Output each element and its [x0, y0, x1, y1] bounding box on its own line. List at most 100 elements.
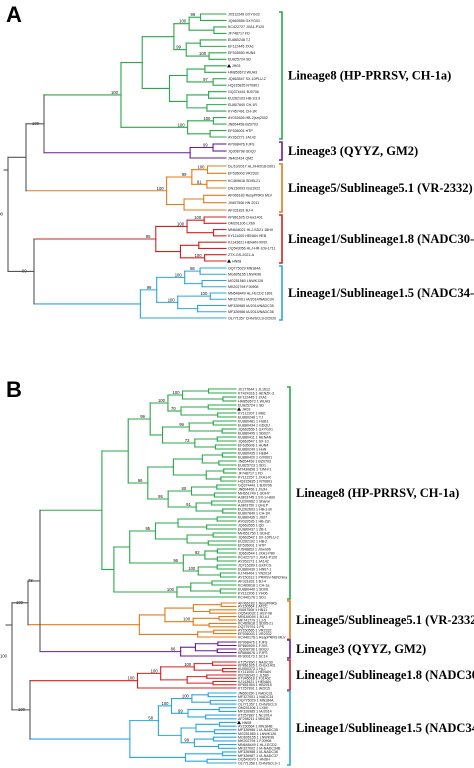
- bootstrap-label: 99: [191, 12, 196, 17]
- taxon-label: MG605155 LNWK96: [228, 273, 261, 277]
- bootstrap-label: 100: [195, 253, 203, 258]
- taxon-label: KP998476 1 FJFS: [238, 640, 268, 644]
- bootstrap-label: 99: [203, 143, 208, 148]
- taxon-label: EU262102 1 HB-2: [238, 539, 267, 543]
- triangle-marker-icon: [237, 720, 241, 725]
- bootstrap-label: 95: [146, 234, 151, 239]
- taxon-label: GQ374441 1 BJ0706: [238, 483, 272, 487]
- taxon-label: KY457491 CH-1R: [228, 109, 257, 113]
- taxon-label: MK202794 FJ0908: [228, 285, 258, 289]
- taxon-label: MK202794 1 FJ0908: [238, 739, 271, 743]
- bootstrap-label: 86: [171, 647, 176, 652]
- taxon-label: EU880440 1 SD06: [238, 587, 268, 591]
- taxon-label: EU200962 1 Shanxi: [238, 499, 270, 503]
- bootstrap-label: 100: [179, 19, 187, 24]
- lineage-label-lineage3: Lineage3 (QYYZ, GM2): [296, 642, 426, 656]
- taxon-label: HQ315835 1 NT0801: [238, 479, 272, 483]
- taxon-label: JQ663555 1 QD: [238, 523, 264, 527]
- bootstrap-label: 100: [177, 221, 185, 226]
- taxon-label: KC440176 1 SD1: [238, 595, 266, 599]
- bootstrap-label: 99: [176, 45, 181, 50]
- taxon-label: OL771357 CHN/SCLS-2/2020: [228, 316, 276, 320]
- taxon-label: EU880435 1 HEB4: [238, 451, 268, 455]
- taxon-label: MF741779 1 LJ-5: [238, 618, 266, 622]
- bootstrap-label: 99: [140, 414, 145, 419]
- bracket-lineage3: [279, 141, 283, 161]
- taxon-label: KP851954 1 HB2015: [238, 683, 272, 687]
- taxon-label: EU807840 CH-1R: [228, 103, 257, 107]
- taxon-label: JQ663547 1 SX-10: [238, 439, 269, 443]
- taxon-label: KC469618 SD95-21: [228, 179, 260, 183]
- taxon-label: KR868676 1 FJFS: [238, 651, 268, 655]
- taxon-label: OQ543070 1 HNSH: [238, 758, 270, 762]
- bootstrap-label: 100: [183, 617, 191, 622]
- taxon-label: KY111000 HENAN HEB: [228, 234, 267, 238]
- triangle-marker-icon: [227, 63, 231, 68]
- lineage-label-lineage5: Lineage5/Sublineage5.1 (VR-2332): [296, 613, 474, 627]
- bootstrap-label: 100: [0, 653, 8, 658]
- bootstrap-label: 100: [198, 165, 206, 170]
- taxon-label: OM201106 1 LX60: [238, 706, 268, 710]
- taxon-label: JX657506 1 HN11: [238, 608, 267, 612]
- taxon-label: OQ775029 MN184A: [228, 266, 261, 270]
- bootstrap-label: 100: [194, 215, 202, 220]
- taxon-label: KT945018 1 FJ1402: [238, 677, 271, 681]
- bootstrap-label: 95: [145, 526, 150, 531]
- taxon-label: MF326985 1 IA/2014: [238, 710, 272, 714]
- taxon-label: DL/10/2017 HLJ/HK018-2001: [228, 164, 275, 168]
- taxon-label: EU880437 1 ZB-1: [238, 527, 267, 531]
- taxon-label: EU880411 1 HENAN: [238, 435, 272, 439]
- taxon-label: KT257887 1 NC2014: [238, 713, 272, 717]
- taxon-label: AY262271 1 JA142: [238, 559, 269, 563]
- bootstrap-label: 100: [188, 566, 196, 571]
- taxon-label: JQ663556 GXYG01: [228, 19, 260, 23]
- taxon-label: EF536001 HTP: [228, 129, 253, 133]
- bootstrap-label: 100: [167, 587, 175, 592]
- taxon-label: HQ315835 NT0801: [228, 84, 259, 88]
- bootstrap-label: 100: [199, 51, 207, 56]
- bootstrap-label: 99: [147, 285, 152, 290]
- lineage-label-lineage5: Lineage5/Sublineage5.1 (VR-2332): [288, 181, 473, 195]
- taxon-label: DN130093 ISU1922: [228, 186, 260, 190]
- taxon-label: AY150564 1 ATCC: [238, 605, 268, 609]
- taxon-label: EU880434 1 GDQIJ: [238, 423, 270, 427]
- taxon-label: EF112445 1 JXA1: [238, 395, 267, 399]
- taxon-label: OL771357 1 CHN/SCLS: [238, 702, 278, 706]
- bootstrap-label: 100: [0, 211, 4, 216]
- bracket-lineage5: [287, 600, 291, 640]
- taxon-label: KC469618 1 SD95-21: [238, 622, 273, 626]
- taxon-label: KC422727 JXA1-P120: [228, 25, 264, 29]
- taxon-label: JN402424 QM2: [228, 156, 253, 160]
- taxon-label: EU825724 SD: [228, 58, 251, 62]
- taxon-label: JH03: [232, 64, 240, 68]
- bootstrap-label: 99: [182, 172, 187, 177]
- taxon-label: KJ749404 1 YN2014: [238, 571, 271, 575]
- taxon-label: MF326986 IA/2014/NADC36: [228, 310, 274, 314]
- taxon-label: MG251560 LNWK126: [228, 279, 263, 283]
- bootstrap-label: 99: [178, 708, 183, 713]
- lineage-label-lineage8: Lineage8 (HP-PRRSV, CH-1a): [288, 69, 451, 83]
- taxon-label: EU825724 1 SD: [238, 403, 264, 407]
- taxon-label: KJ143621 HENAN-XINX: [228, 240, 268, 244]
- taxon-label: MN648449 1 HLJ-ECD2: [238, 743, 277, 747]
- bootstrap-label: 100: [157, 186, 165, 191]
- taxon-label: AY150565 1 VR2332: [238, 629, 272, 633]
- bootstrap-label: 58: [148, 716, 153, 721]
- taxon-label: KT257891 1 IA2015: [238, 686, 270, 690]
- bootstrap-label: 100: [173, 390, 181, 395]
- taxon-label: KC422727 1 JXA1-P120: [238, 555, 277, 559]
- bracket-lineage3: [287, 639, 291, 659]
- bootstrap-label: 100: [200, 291, 208, 296]
- lineage-label-lineage1-5: Lineage1/Sublineage1.5 (NADC34-like): [296, 721, 474, 735]
- bootstrap-label: 80: [182, 486, 187, 491]
- taxon-label: OQ543056 HLJ-HR-109-1711: [228, 247, 275, 251]
- taxon-label: JQ663556 1 GXYG01: [238, 427, 273, 431]
- taxon-label: MH651749 1 GDHY: [238, 491, 271, 495]
- panel-b: B JX177644 1 JL1612 KT424316 1 HENZK-3 EF1…: [0, 375, 474, 768]
- panel-a-letter: A: [6, 2, 22, 27]
- taxon-label: ZTX-GS-2021-A: [228, 253, 255, 257]
- taxon-label: MF327001 1 NADC34: [238, 695, 273, 699]
- bootstrap-label: 100: [203, 116, 211, 121]
- taxon-label: MF326986 1 IA-NADC35: [238, 728, 278, 732]
- taxon-label: EU825723 1 SD1: [238, 463, 266, 467]
